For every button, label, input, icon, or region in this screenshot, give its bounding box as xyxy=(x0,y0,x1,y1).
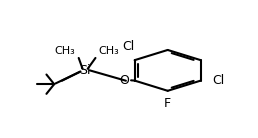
Text: CH₃: CH₃ xyxy=(54,46,75,56)
Text: O: O xyxy=(119,74,129,87)
Text: CH₃: CH₃ xyxy=(99,46,119,56)
Text: Cl: Cl xyxy=(212,74,225,87)
Text: Cl: Cl xyxy=(122,40,134,53)
Text: F: F xyxy=(164,97,171,110)
Text: Si: Si xyxy=(79,64,91,77)
